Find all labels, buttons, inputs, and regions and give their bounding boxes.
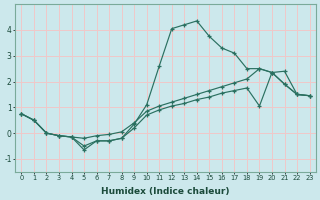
X-axis label: Humidex (Indice chaleur): Humidex (Indice chaleur) [101, 187, 230, 196]
